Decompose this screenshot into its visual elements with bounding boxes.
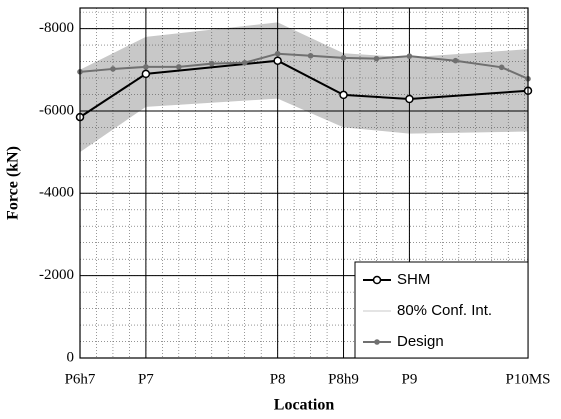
- series-line: [79, 59, 529, 118]
- y-tick-label: -6000: [39, 102, 74, 118]
- x-tick-label: P9: [401, 371, 417, 387]
- x-tick-label: P6h7: [65, 371, 96, 387]
- y-axis-label: Force (kN): [5, 146, 22, 220]
- legend-marker: [372, 275, 382, 285]
- data-point: [274, 50, 281, 57]
- y-tick-label: 0: [67, 349, 75, 365]
- data-point: [373, 55, 380, 62]
- x-tick-label: P10MS: [505, 371, 550, 387]
- series-line: [79, 52, 529, 80]
- data-point: [110, 66, 116, 72]
- data-point: [176, 64, 182, 70]
- x-tick-label: P8h9: [328, 371, 359, 387]
- y-tick-label: -8000: [39, 20, 74, 36]
- data-point: [406, 53, 413, 59]
- legend-label: Design: [397, 333, 444, 350]
- data-point: [498, 64, 505, 71]
- legend-box: [354, 261, 529, 359]
- data-point: [141, 69, 151, 79]
- data-point: [273, 56, 282, 65]
- confidence-band: [80, 22, 528, 153]
- legend-marker: [374, 339, 380, 345]
- y-tick-label: -4000: [39, 185, 74, 201]
- plot-frame: [79, 7, 529, 359]
- data-point: [208, 60, 215, 67]
- legend-label: SHM: [397, 271, 430, 288]
- data-point: [452, 57, 459, 64]
- data-point: [340, 55, 347, 61]
- data-point: [143, 64, 149, 70]
- x-axis-label: Location: [274, 397, 335, 414]
- y-tick-label: -2000: [39, 267, 74, 283]
- data-point: [307, 52, 314, 59]
- legend-label: 80% Conf. Int.: [397, 302, 492, 319]
- data-point: [241, 59, 248, 66]
- x-tick-label: P8: [270, 371, 286, 387]
- data-point: [339, 90, 348, 100]
- data-point: [405, 94, 414, 104]
- x-tick-label: P7: [138, 371, 154, 387]
